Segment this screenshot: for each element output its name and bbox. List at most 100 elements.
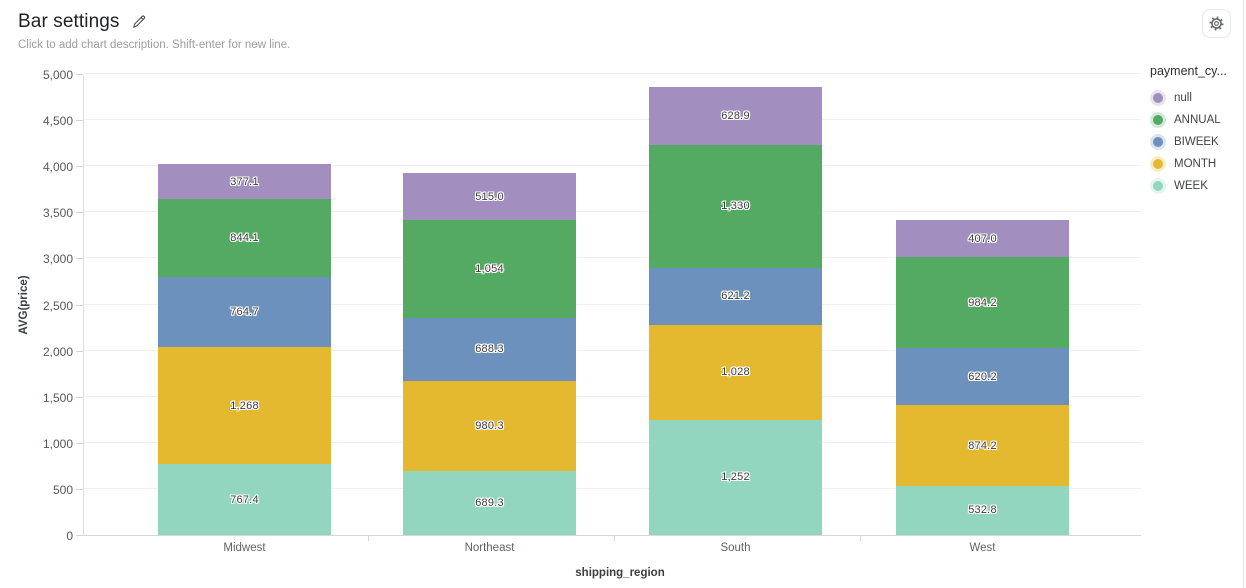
y-axis-labels: 0 500 1,000 1,500 2,000 2,500 3,000 3,500 4,000 4… xyxy=(0,68,73,543)
y-axis-tick xyxy=(76,535,83,536)
grid-line xyxy=(84,441,1141,443)
legend-title: payment_cy... xyxy=(1150,64,1227,78)
page-title: Bar settings xyxy=(18,11,120,32)
bar-value-label: 980.3 xyxy=(475,420,504,433)
y-axis-tick xyxy=(76,212,83,214)
bar-value-label: 1,028 xyxy=(721,366,750,379)
bar-value-label: 1,054 xyxy=(475,262,504,275)
x-axis-tick xyxy=(367,536,369,541)
grid-line xyxy=(84,211,1141,213)
chart-settings-button[interactable] xyxy=(1202,9,1231,38)
bar-value-label: 874.2 xyxy=(968,439,997,452)
legend-item-label: ANNUAL xyxy=(1174,114,1221,126)
y-tick-label: 2,500 xyxy=(42,298,73,313)
gear-icon xyxy=(1208,15,1225,32)
y-tick-label: 1,500 xyxy=(42,390,73,405)
bar-value-label: 984.2 xyxy=(968,296,997,309)
legend-item-week[interactable]: WEEK xyxy=(1150,175,1242,197)
y-axis-ticks xyxy=(76,74,83,536)
x-tick-label: West xyxy=(969,542,996,554)
legend-item-label: WEEK xyxy=(1174,180,1208,192)
legend-item-null[interactable]: null xyxy=(1150,87,1242,109)
bar-value-label: 844.1 xyxy=(230,231,259,244)
bar-segment-biweek[interactable]: 620.2 xyxy=(896,348,1069,406)
bar-segment-week[interactable]: 689.3 xyxy=(403,471,576,535)
y-axis-tick xyxy=(76,166,83,168)
bar-segment-annual[interactable]: 1,054 xyxy=(403,220,576,318)
y-tick-label: 5,000 xyxy=(42,68,73,82)
bar-segment-biweek[interactable]: 764.7 xyxy=(158,276,331,348)
bar-value-label: 688.3 xyxy=(475,343,504,356)
legend-swatch-icon xyxy=(1153,115,1163,125)
bar-segment-week[interactable]: 767.4 xyxy=(158,464,331,535)
bar-segment-null[interactable]: 377.1 xyxy=(158,164,331,200)
bar-value-label: 377.1 xyxy=(230,175,259,188)
y-tick-label: 2,000 xyxy=(42,344,73,359)
legend-swatch-icon xyxy=(1153,159,1163,169)
bar-segment-annual[interactable]: 844.1 xyxy=(158,199,331,277)
bar-value-label: 1,252 xyxy=(721,471,750,484)
bar-segment-month[interactable]: 1,028 xyxy=(649,324,822,420)
grid-line xyxy=(84,303,1141,305)
legend-swatch-icon xyxy=(1153,93,1163,103)
x-tick-label: Midwest xyxy=(223,542,266,554)
bar-segment-null[interactable]: 628.9 xyxy=(649,86,822,145)
grid-line xyxy=(84,349,1141,351)
y-tick-label: 500 xyxy=(52,482,73,497)
y-tick-label: 4,500 xyxy=(42,114,73,129)
bar-segment-biweek[interactable]: 621.2 xyxy=(649,267,822,325)
bar-segment-null[interactable]: 407.0 xyxy=(896,219,1069,258)
grid-line xyxy=(84,165,1141,167)
bar-value-label: 532.8 xyxy=(968,504,997,517)
bar-segment-annual[interactable]: 1,330 xyxy=(649,144,822,268)
bar-northeast: 689.3 980.3 688.3 1,054 515.0 xyxy=(403,172,576,535)
chart-description-placeholder[interactable]: Click to add chart description. Shift-en… xyxy=(18,39,291,51)
x-axis-tick xyxy=(613,536,615,541)
bar-segment-week[interactable]: 532.8 xyxy=(896,485,1069,535)
edit-title-button[interactable] xyxy=(129,12,149,32)
bar-segment-annual[interactable]: 984.2 xyxy=(896,257,1069,349)
bar-value-label: 628.9 xyxy=(721,109,750,122)
legend-item-label: MONTH xyxy=(1174,158,1217,170)
y-axis-tick xyxy=(76,488,83,490)
bar-segment-month[interactable]: 874.2 xyxy=(896,405,1069,486)
bar-segment-month[interactable]: 1,268 xyxy=(158,347,331,465)
legend-item-month[interactable]: MONTH xyxy=(1150,153,1242,175)
bar-segment-biweek[interactable]: 688.3 xyxy=(403,317,576,382)
grid-line xyxy=(84,257,1141,259)
legend-item-label: BIWEEK xyxy=(1174,136,1219,148)
y-axis-tick xyxy=(76,258,83,260)
bar-value-label: 689.3 xyxy=(475,497,504,510)
legend-swatch-icon xyxy=(1153,181,1163,191)
x-tick-label: Northeast xyxy=(464,542,515,554)
y-axis-tick xyxy=(76,442,83,444)
grid-line xyxy=(84,119,1141,121)
bar-value-label: 407.0 xyxy=(968,232,997,245)
legend: payment_cy... null ANNUAL BIWEEK MONTH WEEK xyxy=(1150,64,1242,197)
bar-value-label: 621.2 xyxy=(721,290,750,303)
x-axis-title: shipping_region xyxy=(575,567,665,579)
y-tick-label: 0 xyxy=(66,529,73,543)
legend-item-annual[interactable]: ANNUAL xyxy=(1150,109,1242,131)
bar-south: 1,252 1,028 621.2 1,330 628.9 xyxy=(649,86,822,535)
grid-line xyxy=(84,73,1141,74)
legend-item-biweek[interactable]: BIWEEK xyxy=(1150,131,1242,153)
y-tick-label: 1,000 xyxy=(42,436,73,451)
bar-segment-week[interactable]: 1,252 xyxy=(649,419,822,535)
x-axis-tick xyxy=(859,536,861,541)
bar-segment-month[interactable]: 980.3 xyxy=(403,381,576,472)
y-tick-label: 3,500 xyxy=(42,206,73,221)
pencil-icon xyxy=(131,14,147,30)
bar-segment-null[interactable]: 515.0 xyxy=(403,172,576,221)
bar-west: 532.8 874.2 620.2 984.2 407.0 xyxy=(896,219,1069,535)
bar-value-label: 1,268 xyxy=(230,399,259,412)
y-axis-tick xyxy=(76,350,83,352)
bar-value-label: 515.0 xyxy=(475,190,504,203)
y-tick-label: 3,000 xyxy=(42,252,73,267)
y-axis-tick xyxy=(76,396,83,398)
x-tick-label: South xyxy=(720,542,751,554)
y-axis-tick xyxy=(76,120,83,122)
legend-item-label: null xyxy=(1174,92,1192,104)
y-axis-tick xyxy=(76,74,83,75)
